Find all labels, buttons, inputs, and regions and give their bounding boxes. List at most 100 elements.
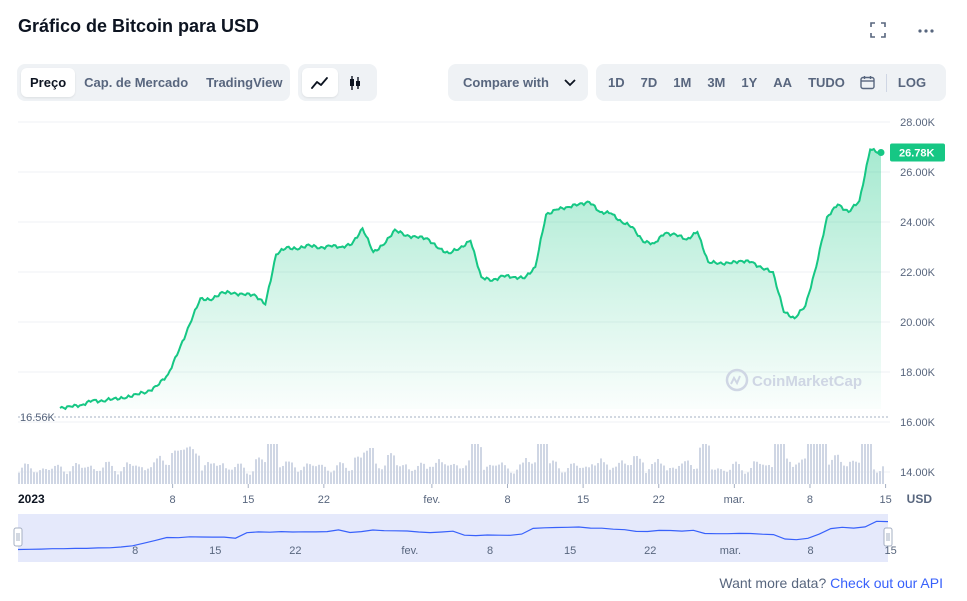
more-icon[interactable] bbox=[917, 22, 935, 43]
volume-bar bbox=[591, 464, 593, 484]
range-1d[interactable]: 1D bbox=[608, 75, 625, 90]
volume-bar bbox=[408, 469, 410, 484]
volume-bar bbox=[21, 467, 23, 484]
range-1y[interactable]: 1Y bbox=[741, 75, 758, 90]
volume-bar bbox=[495, 465, 497, 484]
volume-bar bbox=[825, 444, 827, 484]
calendar-icon[interactable] bbox=[853, 68, 883, 97]
volume-bar bbox=[816, 444, 818, 484]
volume-bar bbox=[18, 472, 20, 484]
volume-bar bbox=[45, 469, 47, 484]
volume-bar bbox=[234, 467, 236, 484]
volume-bar bbox=[861, 444, 863, 484]
volume-bar bbox=[72, 466, 74, 484]
range-7d[interactable]: 7D bbox=[640, 75, 658, 90]
volume-bar bbox=[630, 465, 632, 484]
volume-bar bbox=[768, 464, 770, 484]
navigator-left-handle[interactable] bbox=[13, 527, 23, 547]
volume-bar bbox=[879, 471, 881, 484]
volume-bar bbox=[423, 463, 425, 484]
volume-bar bbox=[882, 466, 884, 484]
volume-bar bbox=[720, 469, 722, 484]
volume-bar bbox=[735, 461, 737, 484]
volume-bar bbox=[486, 466, 488, 484]
price-chart[interactable]: 16.56K 26.78K CoinMarketCap 28.00K 26.00K… bbox=[0, 110, 967, 570]
volume-bar bbox=[837, 454, 839, 484]
api-link[interactable]: Check out our API bbox=[830, 575, 943, 591]
volume-bar bbox=[366, 450, 368, 484]
volume-bar bbox=[276, 444, 278, 484]
volume-bar bbox=[804, 458, 806, 484]
volume-bar bbox=[177, 450, 179, 484]
volume-bar bbox=[678, 465, 680, 484]
volume-bar bbox=[27, 464, 29, 484]
volume-bar bbox=[741, 470, 743, 484]
range-3m[interactable]: 3M bbox=[707, 75, 726, 90]
volume-bar bbox=[48, 469, 50, 484]
volume-bar bbox=[114, 471, 116, 484]
volume-bar bbox=[693, 469, 695, 484]
navigator-right-handle[interactable] bbox=[883, 527, 893, 547]
volume-bar bbox=[684, 461, 686, 484]
volume-bar bbox=[510, 472, 512, 484]
volume-bar bbox=[258, 457, 260, 484]
volume-bar bbox=[477, 444, 479, 484]
navigator-tick-label: 22 bbox=[644, 545, 656, 557]
volume-bar bbox=[657, 458, 659, 484]
current-price-dot bbox=[877, 149, 885, 156]
volume-bar bbox=[141, 467, 143, 484]
volume-bar bbox=[672, 467, 674, 484]
view-tab-group: Preço Cap. de Mercado TradingView bbox=[17, 64, 290, 101]
volume-bar bbox=[747, 472, 749, 484]
volume-bar bbox=[846, 466, 848, 484]
volume-bar bbox=[420, 462, 422, 484]
volume-bar bbox=[855, 461, 857, 484]
volume-bar bbox=[609, 469, 611, 484]
volume-bar bbox=[564, 472, 566, 484]
volume-bar bbox=[537, 444, 539, 484]
volume-bar bbox=[384, 465, 386, 484]
range-group: 1D 7D 1M 3M 1Y AA TUDO LOG bbox=[596, 64, 946, 101]
volume-bar bbox=[831, 459, 833, 484]
line-chart-icon[interactable] bbox=[302, 68, 338, 97]
volume-bar bbox=[750, 467, 752, 484]
volume-bar bbox=[294, 467, 296, 484]
tab-preco[interactable]: Preço bbox=[21, 68, 76, 97]
volume-bar bbox=[291, 462, 293, 484]
volume-bar bbox=[570, 463, 572, 484]
tab-market-cap[interactable]: Cap. de Mercado bbox=[84, 75, 189, 90]
volume-bar bbox=[360, 457, 362, 484]
range-divider bbox=[885, 73, 887, 92]
tab-tradingview[interactable]: TradingView bbox=[206, 75, 283, 90]
compare-with-select[interactable]: Compare with bbox=[448, 64, 588, 101]
volume-bar bbox=[729, 469, 731, 484]
range-1m[interactable]: 1M bbox=[673, 75, 692, 90]
volume-bar bbox=[732, 463, 734, 484]
volume-bar bbox=[507, 468, 509, 484]
candlestick-icon[interactable] bbox=[338, 68, 374, 97]
volume-bar bbox=[33, 472, 35, 484]
volume-bar bbox=[405, 464, 407, 484]
range-all[interactable]: TUDO bbox=[808, 75, 845, 90]
x-tick-label: 22 bbox=[653, 494, 665, 506]
price-area bbox=[60, 149, 881, 409]
volume-bar bbox=[573, 463, 575, 484]
volume-bar bbox=[714, 469, 716, 484]
volume-bar bbox=[315, 466, 317, 484]
volume-bar bbox=[24, 463, 26, 484]
volume-bar bbox=[345, 467, 347, 484]
fullscreen-icon[interactable] bbox=[870, 22, 886, 43]
volume-bar bbox=[843, 465, 845, 484]
volume-bar bbox=[252, 471, 254, 484]
volume-bar bbox=[147, 468, 149, 484]
volume-bar bbox=[597, 463, 599, 484]
volume-bar bbox=[459, 468, 461, 484]
x-tick-label: 8 bbox=[170, 494, 176, 506]
range-ytd[interactable]: AA bbox=[773, 75, 793, 90]
volume-bar bbox=[186, 447, 188, 484]
footer: Want more data? Check out our API bbox=[719, 575, 943, 591]
log-toggle[interactable]: LOG bbox=[897, 75, 927, 90]
volume-bar bbox=[615, 466, 617, 484]
volume-bar bbox=[549, 463, 551, 484]
volume-bar bbox=[183, 449, 185, 484]
